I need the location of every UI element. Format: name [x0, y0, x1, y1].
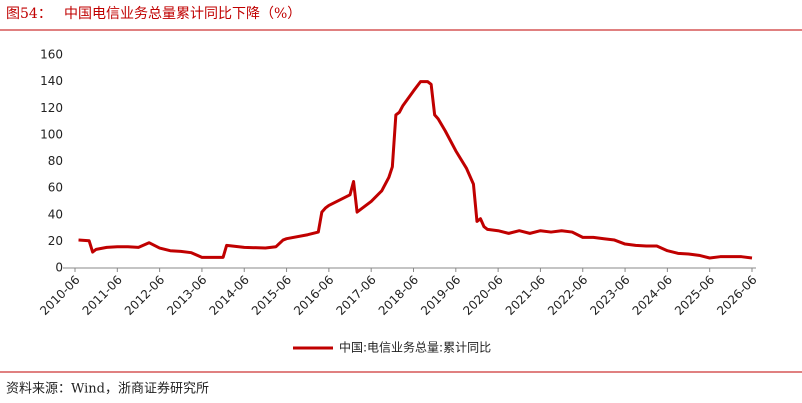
x-tick-label: 2017-06 — [333, 273, 378, 318]
y-tick-label: 160 — [40, 48, 63, 62]
x-tick-label: 2020-06 — [460, 273, 505, 318]
y-tick-label: 20 — [48, 234, 63, 248]
x-tick-label: 2018-06 — [376, 273, 421, 318]
source: 资料来源：Wind，浙商证券研究所 — [6, 381, 209, 397]
x-tick-label: 2021-06 — [503, 273, 548, 318]
figure-label: 图54： — [6, 6, 52, 22]
y-tick-label: 60 — [48, 181, 63, 195]
y-tick-label: 80 — [48, 154, 63, 168]
x-tick-label: 2010-06 — [37, 273, 82, 318]
x-tick-label: 2016-06 — [291, 273, 336, 318]
x-tick-label: 2012-06 — [122, 273, 167, 318]
x-tick-label: 2013-06 — [164, 273, 209, 318]
y-tick-label: 0 — [55, 261, 63, 275]
line-series — [78, 80, 753, 260]
x-tick-label: 2023-06 — [587, 273, 632, 318]
y-tick-label: 140 — [40, 74, 63, 88]
x-tick-label: 2024-06 — [630, 273, 675, 318]
x-tick-label: 2025-06 — [672, 273, 717, 318]
chart-title: 中国电信业务总量累计同比下降（%） — [64, 6, 301, 22]
x-tick-label: 2019-06 — [418, 273, 463, 318]
y-tick-label: 40 — [48, 207, 63, 221]
x-tick-label: 2011-06 — [80, 273, 125, 318]
y-tick-label: 120 — [40, 101, 63, 115]
y-tick-label: 100 — [40, 127, 63, 141]
x-tick-label: 2022-06 — [545, 273, 590, 318]
legend-label: 中国:电信业务总量:累计同比 — [339, 340, 491, 355]
x-tick-label: 2014-06 — [206, 273, 251, 318]
x-tick-label: 2026-06 — [714, 273, 759, 318]
x-tick-label: 2015-06 — [249, 273, 294, 318]
